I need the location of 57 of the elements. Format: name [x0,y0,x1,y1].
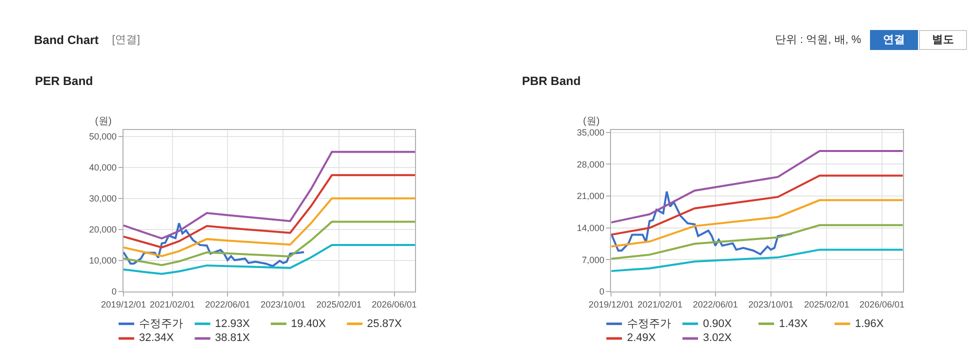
y-tick-label: 35,000 [576,128,604,138]
legend-label: 수정주가 [627,318,671,330]
x-tick-label: 2026/06/01 [372,299,417,310]
x-tick-label: 2021/02/01 [638,299,683,310]
x-tick-label: 2022/06/01 [692,299,738,310]
legend-label: 3.02X [703,332,732,344]
line-series [611,150,903,224]
line-series [123,174,416,248]
chart-title: PER Band [35,74,94,88]
y-tick-label: 0 [599,286,604,297]
line-series [123,222,306,268]
legend-label: 0.90X [703,318,732,330]
line-series [123,220,416,266]
y-axis-title: (원) [95,116,112,127]
legend-label: 2.49X [627,332,656,344]
y-axis-title: (원) [583,116,600,127]
chart-title: PBR Band [522,74,581,88]
x-tick-label: 2023/10/01 [748,299,794,310]
line-series [123,150,416,240]
line-series [611,190,793,256]
text: Band Chart [34,33,99,47]
legend-label: 수정주가 [139,318,183,330]
x-tick-label: 2019/12/01 [100,299,146,310]
text: [연결] [112,34,140,46]
line-series [611,224,903,260]
legend-label: 1.43X [779,318,808,330]
y-tick-label: 14,000 [576,223,604,234]
legend-label: 12.93X [215,318,251,330]
x-tick-label: 2025/02/01 [804,299,850,310]
legend-label: 19.40X [291,318,327,330]
y-tick-label: 40,000 [89,162,117,173]
y-tick-label: 20,000 [89,224,117,235]
text: 연결 [883,34,905,46]
x-tick-label: 2023/10/01 [260,299,306,310]
x-tick-label: 2021/02/01 [150,299,195,310]
y-tick-label: 7,000 [582,254,604,265]
x-tick-label: 2019/12/01 [588,299,634,310]
legend-label: 25.87X [367,318,403,330]
x-tick-label: 2026/06/01 [859,299,905,310]
y-tick-label: 30,000 [89,194,117,204]
x-tick-label: 2025/02/01 [316,299,362,310]
legend-label: 1.96X [855,318,884,330]
y-tick-label: 0 [112,286,117,297]
text: 별도 [932,34,954,46]
x-tick-label: 2022/06/01 [205,299,250,310]
legend-label: 38.81X [215,332,251,344]
y-tick-label: 50,000 [89,132,117,142]
y-tick-label: 28,000 [576,159,604,170]
line-series [611,199,903,248]
y-tick-label: 21,000 [576,191,604,202]
y-tick-label: 10,000 [89,256,117,266]
line-series [123,244,416,275]
legend-label: 32.34X [139,332,175,344]
text: 단위 : 억원, 배, % [775,34,862,46]
line-series [611,174,903,236]
line-series [611,248,903,272]
line-series [123,197,416,258]
